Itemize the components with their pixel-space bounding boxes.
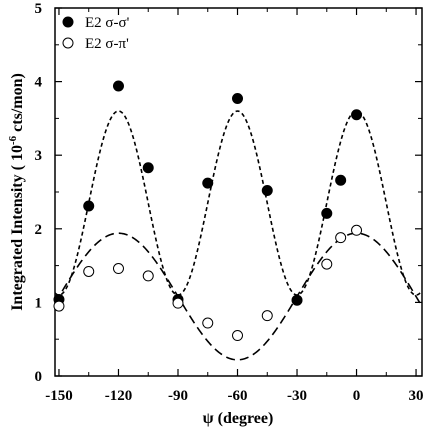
data-points <box>53 80 363 342</box>
point-sigma-pi <box>142 270 154 282</box>
point-sigma-sigma <box>261 185 273 197</box>
y-tick-label: 0 <box>35 369 43 385</box>
point-sigma-sigma <box>232 93 244 105</box>
x-tick-label: -120 <box>105 388 133 404</box>
legend-label-sigma-pi: E2 σ-π' <box>85 36 129 52</box>
y-axis-label-exponent: -6 <box>7 135 19 145</box>
legend-label-sigma-sigma: E2 σ-σ' <box>85 15 130 31</box>
x-tick-label: 30 <box>409 388 424 404</box>
axis-tick-labels: -150 -120 -90 -60 -30 0 30 0 1 2 3 4 5 <box>35 1 424 404</box>
point-sigma-pi <box>202 317 214 329</box>
y-tick-label: 4 <box>35 75 43 91</box>
point-sigma-sigma <box>83 200 95 212</box>
fit-curves <box>54 110 423 361</box>
point-sigma-pi <box>53 300 65 312</box>
legend-marker-sigma-sigma <box>62 16 74 28</box>
plot-frame <box>54 7 423 377</box>
point-sigma-pi <box>335 232 347 244</box>
point-sigma-pi <box>112 263 124 275</box>
point-sigma-sigma <box>321 207 333 219</box>
point-sigma-pi <box>321 258 333 270</box>
point-sigma-pi <box>232 330 244 342</box>
point-sigma-pi <box>261 310 273 322</box>
legend-marker-sigma-pi <box>62 37 74 49</box>
legend: E2 σ-σ' E2 σ-π' <box>62 15 130 52</box>
y-tick-label: 1 <box>35 295 43 311</box>
axis-ticks <box>55 7 422 377</box>
x-tick-label: -30 <box>287 388 307 404</box>
x-tick-label: -60 <box>228 388 248 404</box>
y-tick-label: 2 <box>35 222 43 238</box>
point-sigma-sigma <box>291 294 303 306</box>
point-sigma-pi <box>351 224 363 236</box>
y-tick-label: 5 <box>35 1 43 17</box>
point-sigma-pi <box>83 265 95 277</box>
point-sigma-sigma <box>202 177 214 189</box>
point-sigma-sigma <box>112 80 124 92</box>
y-axis-label: Integrated Intensity ( 10-6 cts/mon) <box>7 73 26 311</box>
point-sigma-sigma <box>335 174 347 186</box>
x-tick-label: -90 <box>168 388 188 404</box>
x-tick-label: 0 <box>353 388 361 404</box>
point-sigma-sigma <box>351 109 363 121</box>
point-sigma-sigma <box>142 162 154 174</box>
x-tick-label: -150 <box>45 388 73 404</box>
point-sigma-pi <box>172 297 184 309</box>
fit-sigma-sigma <box>54 110 423 296</box>
y-axis-label-main: Integrated Intensity ( 10 <box>9 145 26 311</box>
y-tick-label: 3 <box>35 148 43 164</box>
y-axis-label-unit: cts/mon) <box>9 73 26 136</box>
x-axis-label: ψ (degree) <box>203 410 274 427</box>
